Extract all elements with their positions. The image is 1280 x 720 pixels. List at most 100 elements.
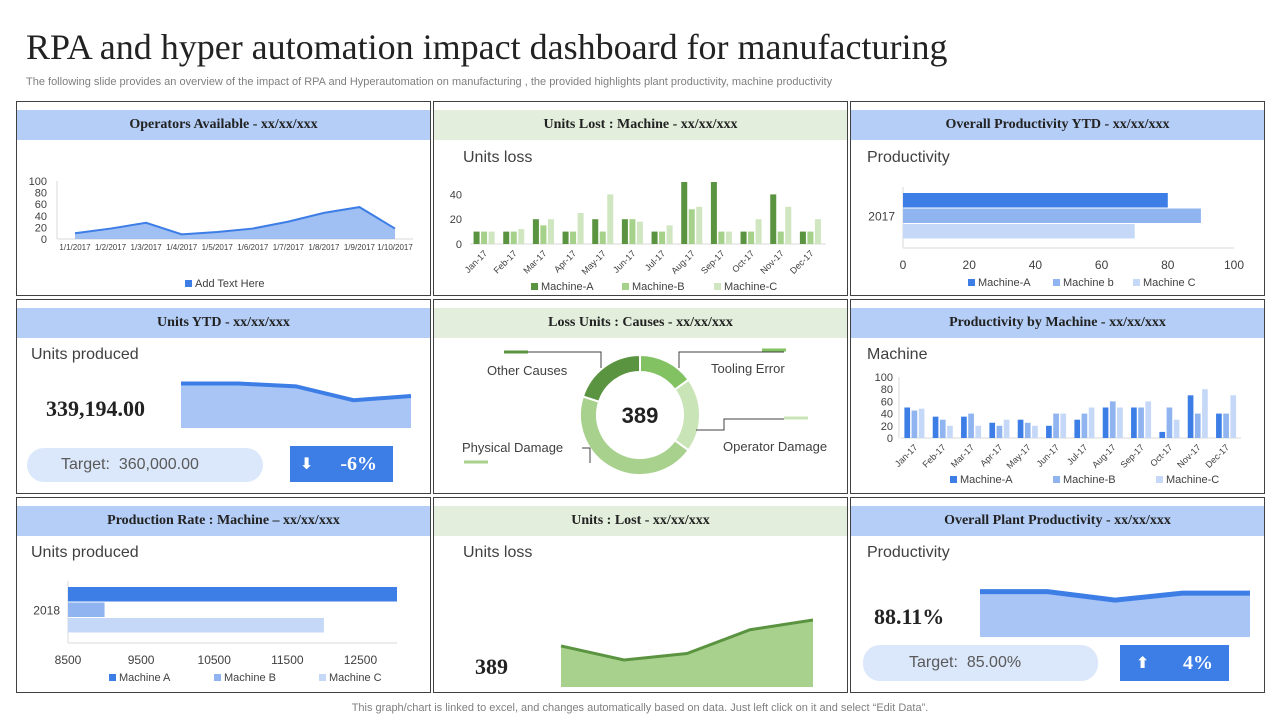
units-lost-bar [577, 213, 584, 244]
overall-ytd-legend-label: Machine C [1143, 277, 1196, 289]
operators-y-tick: 0 [41, 234, 47, 246]
units-lost-bar [755, 219, 762, 244]
production-rate-category-label: 2018 [33, 603, 60, 617]
page-footer: This graph/chart is linked to excel, and… [351, 702, 929, 714]
loss-causes-center-label: 389 [622, 403, 659, 428]
production-rate-legend-swatch [319, 674, 326, 681]
units-lost2-line [560, 618, 814, 662]
units-lost-bar [488, 231, 495, 244]
units-lost-bar [562, 231, 569, 244]
prod-machine-bar [1024, 422, 1031, 438]
prod-machine-y-tick: 40 [881, 409, 893, 421]
overall-ytd-x-tick: 80 [1161, 258, 1175, 272]
prod-machine-y-tick: 20 [881, 421, 893, 433]
prod-machine-bar [1117, 407, 1123, 438]
prod-machine-bar [1230, 395, 1237, 438]
operators-x-tick: 1/3/2017 [131, 243, 163, 252]
overall-ytd-x-tick: 100 [1224, 258, 1244, 272]
units-lost-bar [814, 219, 821, 244]
operators-x-tick: 1/1/2017 [59, 243, 91, 252]
loss-causes-slice [581, 353, 641, 403]
overall-ytd-bar-chart[interactable]: 2017 0 20 40 60 80 100 Machine-A Machine b Machin… [851, 102, 1265, 296]
prod-machine-bar [1088, 407, 1095, 438]
plant-target-pill: Target: 85.00% [863, 645, 1098, 681]
units-lost-bar [592, 219, 599, 244]
production-rate-legend-label: Machine B [224, 672, 276, 684]
plant-area [980, 591, 1250, 637]
units-ytd-change-badge: ⬇ -6% [290, 446, 393, 482]
overall-ytd-label: Productivity [867, 149, 950, 166]
prod-machine-bar [961, 416, 967, 438]
units-lost-panel: Units Lost : Machine - xx/xx/xxx Units l… [433, 101, 848, 296]
loss-causes-leader-swatch [784, 416, 808, 420]
production-rate-x-tick: 12500 [344, 653, 378, 667]
units-lost-bar-chart[interactable]: 0 20 40 Jan-17 Feb-17 Mar-17 Apr-17 May-17 Jun-1… [434, 102, 848, 296]
production-rate-bar-chart[interactable]: 2018 8500 9500 10500 11500 12500 Machine A Mach… [17, 498, 431, 693]
prod-machine-bar [1102, 407, 1109, 438]
overall-ytd-legend-swatch [1053, 279, 1060, 286]
prod-machine-y-tick: 80 [881, 384, 893, 396]
units-lost-bar [621, 219, 628, 244]
units-lost-bar [740, 231, 747, 244]
units-lost-bar [718, 231, 725, 244]
units-lost-x-tick: Feb-17 [492, 248, 519, 275]
production-rate-legend-label: Machine A [119, 672, 171, 684]
units-lost-legend-label: Machine-B [632, 281, 685, 293]
overall-ytd-category-label: 2017 [868, 209, 895, 223]
units-lost-bar [688, 209, 695, 244]
prod-machine-label: Machine [867, 346, 928, 363]
loss-causes-donut-chart[interactable]: 389 Tooling Error Operator Damage Physical … [434, 300, 848, 494]
prod-machine-bar [1060, 413, 1067, 438]
prod-machine-bar [1138, 407, 1144, 438]
units-lost-x-tick: Aug-17 [669, 248, 697, 276]
prod-machine-x-tick: Jul-17 [1065, 442, 1089, 466]
prod-machine-bar [918, 408, 925, 438]
units-lost-bar [799, 231, 806, 244]
prod-machine-bar [1223, 413, 1229, 438]
prod-machine-legend-swatch [1156, 476, 1163, 483]
prod-machine-bar [1194, 413, 1201, 438]
production-rate-header: Production Rate : Machine – xx/xx/xxx [17, 506, 430, 536]
operators-legend-swatch [185, 280, 192, 287]
prod-machine-bar [1187, 395, 1194, 438]
units-ytd-value: 339,194.00 [46, 396, 145, 421]
units-lost-x-tick: Jan-17 [463, 248, 490, 275]
units-ytd-header: Units YTD - xx/xx/xxx [17, 308, 430, 338]
operators-panel: Operators Available - xx/xx/xxx 0 20 40 60 8… [16, 101, 431, 296]
loss-causes-slice-label: Other Causes [487, 363, 568, 378]
prod-machine-y-tick: 0 [887, 433, 893, 445]
plant-label: Productivity [867, 544, 950, 561]
units-ytd-panel: Units YTD - xx/xx/xxx Units produced 339… [16, 299, 431, 494]
prod-machine-x-tick: Nov-17 [1175, 442, 1203, 470]
units-lost-label: Units loss [463, 149, 533, 166]
prod-machine-bar [1053, 413, 1059, 438]
prod-machine-bar [932, 416, 939, 438]
units-lost-y-tick: 0 [456, 239, 462, 251]
plant-change: 4% [1183, 652, 1213, 674]
prod-machine-bar [1046, 425, 1052, 438]
production-rate-legend-label: Machine C [329, 672, 382, 684]
units-lost-bar [473, 231, 480, 244]
prod-machine-bar [1131, 407, 1137, 438]
loss-causes-leader-line [696, 418, 806, 431]
units-lost-bar [770, 194, 777, 244]
prod-machine-bar [1074, 419, 1081, 438]
units-lost2-panel: Units : Lost - xx/xx/xxx Units loss 389 [433, 497, 848, 693]
plant-sparkline [980, 589, 1250, 637]
prod-machine-header: Productivity by Machine - xx/xx/xxx [851, 308, 1264, 338]
units-lost-bar [777, 231, 784, 244]
prod-machine-legend-label: Machine-C [1166, 474, 1219, 486]
production-rate-panel: Production Rate : Machine – xx/xx/xxx Un… [16, 497, 431, 693]
units-lost-legend-swatch [622, 283, 629, 290]
units-lost-bar [629, 219, 636, 244]
units-lost-bar [666, 225, 673, 244]
prod-machine-x-tick: Feb-17 [921, 442, 948, 469]
plant-target-value: 85.00% [966, 654, 1022, 671]
overall-ytd-bar [903, 193, 1168, 208]
production-rate-bar [68, 587, 397, 602]
prod-machine-x-tick: Mar-17 [949, 442, 976, 469]
production-rate-bar [68, 618, 324, 633]
production-rate-legend-swatch [214, 674, 221, 681]
